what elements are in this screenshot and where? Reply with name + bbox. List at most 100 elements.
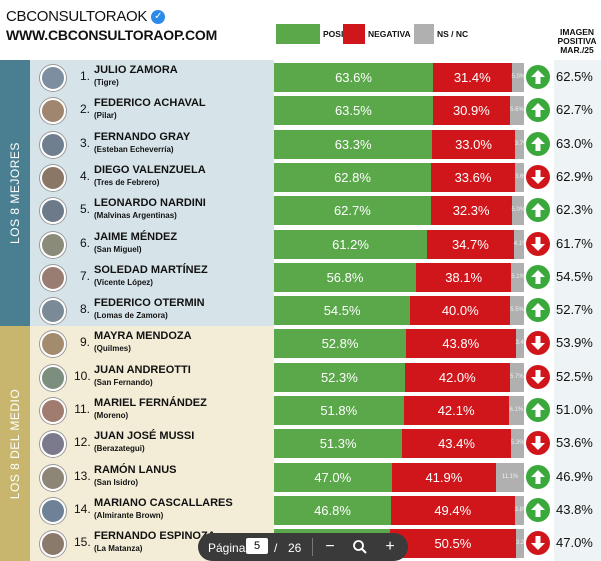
table-row: 13. RAMÓN LANUS (San Isidro) 47.0% 41.9% 11.1…: [0, 461, 601, 494]
arrow-down-icon: [526, 331, 550, 356]
bar-positiva: 51.3%: [274, 429, 403, 459]
avatar: [40, 531, 66, 558]
rank-number: 2.: [79, 102, 90, 117]
bar-positiva: 51.8%: [274, 396, 404, 425]
bar-negativa: 38.1%: [416, 262, 512, 292]
legend-label-negativa: NEGATIVA: [368, 29, 411, 39]
bar-nsnc-label: 5.0%: [511, 207, 526, 214]
bar-nsnc: 4.1%: [513, 229, 528, 259]
table-row: 2. FEDERICO ACHAVAL (Pilar) 63.5% 30.9% 5.6% 6…: [0, 94, 601, 127]
bar-nsnc-label: 5.5%: [510, 307, 524, 314]
candidate-district: (Tres de Febrero): [94, 177, 160, 187]
bar-positiva-label: 56.8%: [326, 269, 364, 285]
arrow-down-icon: [526, 431, 550, 456]
bar-nsnc: 3.6%: [515, 162, 529, 192]
bar-nsnc-label: 3.6%: [515, 173, 529, 180]
avatar: [40, 431, 66, 458]
rank-number: 13.: [74, 468, 91, 483]
bar-nsnc-label: 5.7%: [510, 373, 524, 380]
bar-nsnc-label: 3.2%: [516, 540, 530, 547]
imagen-header-line3: MAR./25: [560, 45, 594, 55]
avatar: [40, 231, 66, 258]
table-row: 3. FERNANDO GRAY (Esteban Echeverría) 63.3%…: [0, 128, 601, 161]
zoom-out-button[interactable]: −: [325, 538, 335, 555]
arrow-up-icon: [526, 398, 550, 422]
bar-positiva-label: 52.3%: [320, 369, 358, 385]
candidate-name: SOLEDAD MARTÍNEZ: [94, 263, 208, 276]
bar-positiva: 52.3%: [274, 362, 405, 392]
rank-number: 12.: [74, 435, 91, 450]
candidate-district: (Berazategui): [94, 444, 145, 454]
rank-number: 7.: [79, 268, 90, 283]
arrow-down-icon: [526, 364, 550, 389]
avatar: [40, 331, 66, 358]
bar-nsnc: 3.7%: [514, 129, 528, 159]
rank-number: 4.: [79, 168, 90, 183]
section-band-mejores: LOS 8 MEJORES: [0, 60, 30, 326]
table-row: 5. LEONARDO NARDINI (Malvinas Argentinas) 6…: [0, 194, 601, 227]
bar-negativa-label: 31.4%: [453, 70, 491, 85]
table-row: 8. FEDERICO OTERMIN (Lomas de Zamora) 54.5%…: [0, 294, 601, 327]
rank-number: 8.: [79, 302, 90, 317]
imagen-positiva-value: 63.0%: [556, 135, 593, 151]
rank-number: 5.: [79, 202, 90, 217]
bar-negativa-label: 40.0%: [441, 303, 479, 319]
verified-icon: ✓: [151, 9, 166, 24]
bar-positiva-label: 47.0%: [314, 469, 352, 485]
table-row: 11. MARIEL FERNÁNDEZ (Moreno) 51.8% 42.1% 6.1…: [0, 394, 601, 427]
arrow-up-icon: [526, 298, 550, 323]
bar-positiva: 56.8%: [274, 262, 416, 292]
bar-nsnc: 3.8%: [514, 495, 528, 525]
bar-negativa-label: 34.7%: [451, 236, 489, 252]
imagen-positiva-value: 62.3%: [556, 202, 593, 218]
bar-positiva: 62.8%: [274, 162, 431, 192]
candidate-district: (Lomas de Zamora): [94, 311, 168, 321]
bar-negativa: 34.7%: [427, 229, 514, 259]
imagen-positiva-value: 53.6%: [556, 435, 593, 451]
imagen-positiva-value: 46.9%: [556, 468, 593, 484]
bar-positiva: 54.5%: [274, 296, 411, 326]
bar-nsnc-label: 4.1%: [513, 240, 528, 247]
arrow-up-icon: [526, 497, 550, 522]
bar-positiva: 52.8%: [274, 329, 406, 359]
legend-swatch-nsnc: [414, 24, 434, 44]
table-row: 1. JULIO ZAMORA (Tigre) 63.6% 31.4% 5.0% 62.5%: [0, 61, 601, 94]
table-row: 4. DIEGO VALENZUELA (Tres de Febrero) 62.8%…: [0, 161, 601, 194]
arrow-up-icon: [526, 65, 550, 89]
imagen-positiva-value: 47.0%: [556, 535, 593, 551]
bar-nsnc: 3.2%: [516, 529, 530, 559]
bar-negativa: 50.5%: [389, 529, 516, 559]
imagen-positiva-value: 53.9%: [556, 335, 593, 351]
rank-number: 15.: [74, 535, 91, 550]
page-separator: /: [274, 541, 278, 555]
bar-negativa: 42.0%: [404, 362, 510, 392]
imagen-positiva-value: 54.5%: [556, 268, 593, 284]
bar-nsnc-label: 3.4%: [515, 340, 530, 347]
brand-handle: CBCONSULTORAOK: [6, 8, 148, 25]
arrow-up-icon: [526, 98, 550, 123]
candidate-district: (Pilar): [94, 111, 117, 121]
arrow-down-icon: [526, 164, 550, 189]
zoom-icon[interactable]: [350, 537, 370, 557]
candidate-district: (Moreno): [94, 411, 129, 420]
avatar: [40, 364, 66, 391]
bar-nsnc: 3.4%: [515, 329, 530, 359]
bar-nsnc: 6.1%: [508, 396, 524, 425]
bar-negativa: 42.1%: [403, 396, 509, 425]
rank-number: 1.: [79, 69, 90, 83]
page-number-input[interactable]: 5: [246, 538, 268, 554]
avatar: [40, 98, 66, 125]
zoom-in-button[interactable]: +: [385, 538, 395, 555]
arrow-up-icon: [526, 198, 550, 223]
page-label: Página: [208, 541, 246, 555]
bar-negativa: 31.4%: [433, 63, 512, 92]
imagen-positiva-value: 61.7%: [556, 235, 593, 251]
avatar: [40, 264, 66, 291]
candidate-name: RAMÓN LANUS: [94, 463, 177, 476]
rank-number: 11.: [74, 402, 90, 416]
bar-positiva: 62.7%: [274, 196, 431, 226]
bar-nsnc: 5.6%: [510, 96, 524, 126]
candidate-name: DIEGO VALENZUELA: [94, 163, 206, 176]
bar-positiva-label: 61.2%: [332, 236, 369, 252]
bar-positiva-label: 52.8%: [321, 336, 359, 352]
